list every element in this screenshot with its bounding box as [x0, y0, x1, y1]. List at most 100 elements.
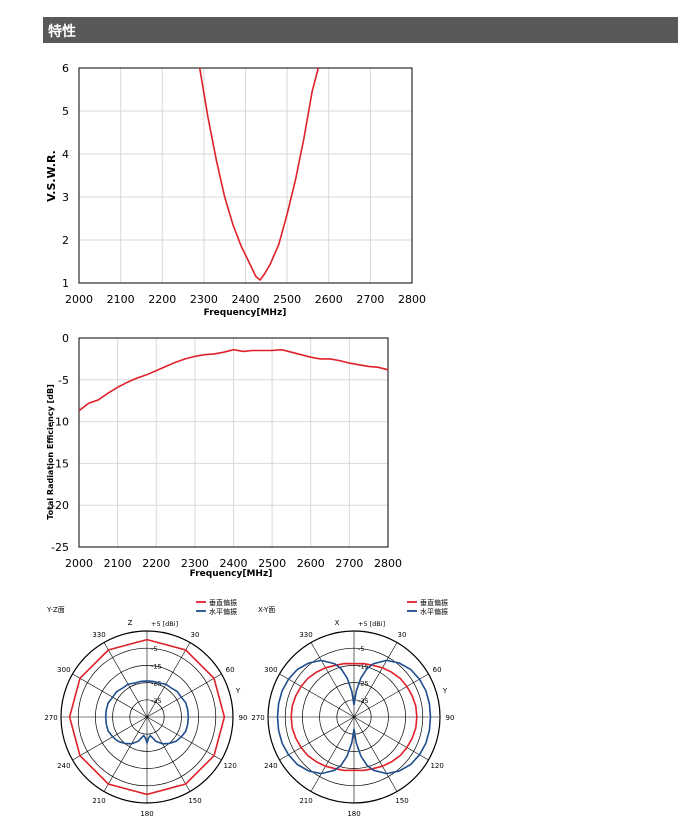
- polar-ring-label: -25: [358, 680, 369, 688]
- polar-angle-label: 180: [347, 810, 360, 818]
- polar-angle-label: 300: [57, 666, 70, 674]
- polar-angle-label: 330: [92, 631, 105, 639]
- legend-label: 垂直偏振: [420, 598, 448, 607]
- x-tick-label: 2200: [148, 293, 176, 306]
- polar-angle-label: 150: [188, 797, 201, 805]
- polar-angle-label: 330: [299, 631, 312, 639]
- polar-ring-label: -15: [151, 662, 162, 670]
- polar-angle-label: 150: [395, 797, 408, 805]
- polar-spoke: [72, 716, 148, 761]
- polar-plane-label: X-Y面: [258, 606, 275, 614]
- y-tick-label: 0: [62, 332, 69, 345]
- polar-top-axis-label: X: [335, 619, 340, 627]
- polar-side-axis-label: Y: [235, 687, 241, 695]
- plot-frame: [78, 67, 413, 284]
- x-tick-label: 2100: [107, 293, 135, 306]
- polar-angle-label: 90: [446, 714, 455, 722]
- pattern-curve: [104, 680, 190, 746]
- x-tick-label: 2200: [142, 557, 170, 570]
- polar-angle-label: 240: [264, 762, 277, 770]
- polar-ring-label: -5: [358, 645, 364, 653]
- polar-angle-label: 180: [140, 810, 153, 818]
- polar-angle-label: 210: [92, 797, 105, 805]
- pattern-curve: [290, 662, 418, 772]
- series-line: [78, 348, 389, 412]
- x-tick-label: 2400: [220, 557, 248, 570]
- y-tick-label: -25: [51, 541, 69, 554]
- legend-label: 水平偏振: [420, 607, 448, 616]
- x-tick-label: 2100: [104, 557, 132, 570]
- series-line: [198, 67, 320, 282]
- pattern-curve: [276, 659, 432, 775]
- x-tick-label: 2300: [181, 557, 209, 570]
- x-tick-label: 2000: [65, 557, 93, 570]
- polar-spoke: [353, 716, 429, 761]
- y-tick-label: 6: [62, 62, 69, 75]
- x-tick-label: 2800: [398, 293, 426, 306]
- x-tick-label: 2800: [374, 557, 402, 570]
- y-tick-label: -5: [58, 374, 69, 387]
- polar-angle-label: 60: [433, 666, 442, 674]
- y-tick-label: 1: [62, 277, 69, 290]
- polar-ring-label: -35: [358, 697, 369, 705]
- x-tick-label: 2400: [232, 293, 260, 306]
- polar-angle-label: 120: [430, 762, 443, 770]
- polar-spoke: [310, 642, 355, 718]
- y-axis-title: Total Radiation Efficiency [dB]: [46, 384, 55, 519]
- y-tick-label: -10: [51, 416, 69, 429]
- polar-side-axis-label: Y: [442, 687, 448, 695]
- polar-angle-label: 120: [223, 762, 236, 770]
- legend-label: 垂直偏振: [209, 598, 237, 607]
- polar-spoke: [353, 642, 398, 718]
- polar-angle-label: 30: [398, 631, 407, 639]
- y-tick-label: 4: [62, 148, 69, 161]
- x-tick-label: 2300: [190, 293, 218, 306]
- polar-angle-label: 90: [239, 714, 248, 722]
- polar-spoke: [146, 642, 191, 718]
- polar-ring-label: -15: [358, 662, 369, 670]
- polar-spoke: [279, 673, 355, 718]
- polar-spoke: [146, 673, 222, 718]
- polar-angle-label: 270: [251, 714, 264, 722]
- section-header: 特性: [43, 17, 678, 43]
- x-axis-title: Frequency[MHz]: [204, 308, 287, 318]
- plot-frame: [78, 337, 389, 548]
- y-tick-label: 3: [62, 191, 69, 204]
- polar-spoke: [353, 673, 429, 718]
- polar-ring-label: -25: [151, 680, 162, 688]
- polar-angle-label: 210: [299, 797, 312, 805]
- polar-spoke: [279, 716, 355, 761]
- y-tick-label: 5: [62, 105, 69, 118]
- x-tick-label: 2000: [65, 293, 93, 306]
- x-tick-label: 2700: [356, 293, 384, 306]
- polar-unit-label: +5 [dBi]: [151, 620, 178, 628]
- y-tick-label: 2: [62, 234, 69, 247]
- y-tick-label: -20: [51, 499, 69, 512]
- polar-top-axis-label: Z: [128, 619, 133, 627]
- polar-spoke: [103, 716, 148, 792]
- legend-label: 水平偏振: [209, 607, 237, 616]
- section-title: 特性: [48, 24, 76, 40]
- polar-spoke: [146, 716, 191, 792]
- y-axis-title: V.S.W.R.: [45, 150, 58, 202]
- polar-spoke: [72, 673, 148, 718]
- x-tick-label: 2600: [297, 557, 325, 570]
- polar-angle-label: 60: [226, 666, 235, 674]
- x-tick-label: 2700: [335, 557, 363, 570]
- polar-angle-label: 240: [57, 762, 70, 770]
- polar-ring-label: -35: [151, 697, 162, 705]
- polar-unit-label: +5 [dBi]: [358, 620, 385, 628]
- polar-spoke: [310, 716, 355, 792]
- polar-spoke: [353, 716, 398, 792]
- polar-angle-label: 270: [44, 714, 57, 722]
- y-tick-label: -15: [51, 457, 69, 470]
- pattern-curve: [68, 638, 226, 796]
- x-axis-title: Frequency[MHz]: [190, 569, 273, 579]
- x-tick-label: 2500: [258, 557, 286, 570]
- polar-angle-label: 30: [191, 631, 200, 639]
- polar-spoke: [146, 716, 222, 761]
- x-tick-label: 2500: [273, 293, 301, 306]
- polar-spoke: [103, 642, 148, 718]
- polar-plane-label: Y-Z面: [46, 606, 65, 614]
